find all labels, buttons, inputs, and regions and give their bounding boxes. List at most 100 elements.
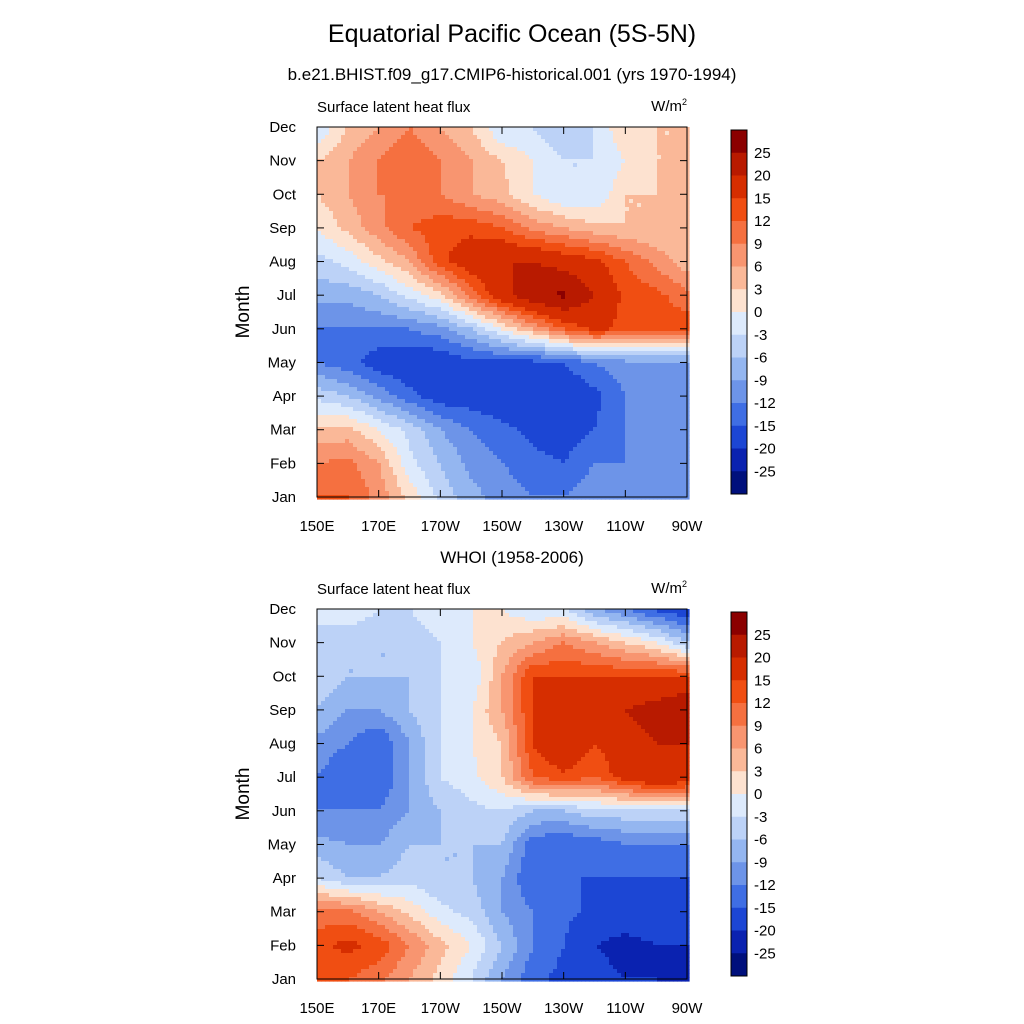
- heatmap-cell: [481, 151, 486, 156]
- heatmap-cell: [461, 263, 466, 268]
- heatmap-cell: [425, 251, 430, 256]
- heatmap-cell: [653, 143, 658, 148]
- heatmap-cell: [453, 191, 458, 196]
- heatmap-cell: [425, 335, 430, 340]
- heatmap-cell: [413, 299, 418, 304]
- heatmap-cell: [657, 251, 662, 256]
- heatmap-cell: [529, 131, 534, 136]
- heatmap-cell: [681, 239, 686, 244]
- heatmap-cell: [597, 191, 602, 196]
- heatmap-cell: [513, 263, 518, 268]
- heatmap-cell: [341, 131, 346, 136]
- heatmap-cell: [441, 339, 446, 344]
- heatmap-cell: [593, 199, 598, 204]
- heatmap-cell: [381, 215, 386, 220]
- heatmap-cell: [349, 307, 354, 312]
- heatmap-cell: [401, 271, 406, 276]
- heatmap-cell: [581, 131, 586, 136]
- heatmap-cell: [597, 179, 602, 184]
- heatmap-cell: [425, 231, 430, 236]
- heatmap-cell: [629, 287, 634, 292]
- heatmap-cell: [545, 143, 550, 148]
- heatmap-cell: [577, 299, 582, 304]
- heatmap-cell: [457, 271, 462, 276]
- heatmap-cell: [621, 183, 626, 188]
- heatmap-cell: [613, 227, 618, 232]
- heatmap-cell: [633, 135, 638, 140]
- heatmap-cell: [405, 287, 410, 292]
- heatmap-cell: [581, 127, 586, 132]
- heatmap-cell: [405, 155, 410, 160]
- heatmap-cell: [617, 275, 622, 280]
- heatmap-cell: [633, 219, 638, 224]
- heatmap-cell: [645, 315, 650, 320]
- heatmap-cell: [337, 259, 342, 264]
- heatmap-cell: [601, 243, 606, 248]
- heatmap-cell: [625, 303, 630, 308]
- heatmap-cell: [425, 215, 430, 220]
- heatmap-cell: [437, 147, 442, 152]
- heatmap-cell: [373, 131, 378, 136]
- heatmap-cell: [429, 127, 434, 132]
- heatmap-cell: [489, 327, 494, 332]
- heatmap-cell: [537, 219, 542, 224]
- heatmap-cell: [549, 251, 554, 256]
- heatmap-cell: [537, 255, 542, 260]
- heatmap-cell: [597, 307, 602, 312]
- heatmap-cell: [557, 231, 562, 236]
- heatmap-cell: [513, 131, 518, 136]
- heatmap-cell: [525, 199, 530, 204]
- heatmap-cell: [649, 231, 654, 236]
- heatmap-cell: [413, 243, 418, 248]
- heatmap-cell: [381, 247, 386, 252]
- heatmap-cell: [357, 139, 362, 144]
- heatmap-cell: [425, 255, 430, 260]
- heatmap-cell: [561, 247, 566, 252]
- heatmap-cell: [605, 271, 610, 276]
- heatmap-cell: [681, 159, 686, 164]
- heatmap-cell: [681, 275, 686, 280]
- heatmap-cell: [669, 267, 674, 272]
- heatmap-cell: [429, 239, 434, 244]
- heatmap-cell: [409, 307, 414, 312]
- heatmap-cell: [553, 187, 558, 192]
- heatmap-cell: [557, 247, 562, 252]
- heatmap-cell: [505, 127, 510, 132]
- heatmap-cell: [625, 331, 630, 336]
- heatmap-cell: [609, 155, 614, 160]
- heatmap-cell: [469, 247, 474, 252]
- heatmap-cell: [381, 239, 386, 244]
- heatmap-cell: [365, 255, 370, 260]
- heatmap-cell: [345, 183, 350, 188]
- heatmap-cell: [361, 207, 366, 212]
- heatmap-cell: [345, 131, 350, 136]
- heatmap-cell: [669, 239, 674, 244]
- heatmap-cell: [673, 203, 678, 208]
- heatmap-cell: [321, 163, 326, 168]
- heatmap-cell: [477, 127, 482, 132]
- heatmap-cell: [469, 311, 474, 316]
- heatmap-cell: [389, 311, 394, 316]
- heatmap-cell: [449, 291, 454, 296]
- heatmap-cell: [329, 151, 334, 156]
- heatmap-cell: [461, 131, 466, 136]
- heatmap-cell: [393, 303, 398, 308]
- heatmap-cell: [365, 163, 370, 168]
- heatmap-cell: [385, 183, 390, 188]
- heatmap-cell: [349, 191, 354, 196]
- heatmap-cell: [409, 315, 414, 320]
- heatmap-cell: [625, 275, 630, 280]
- heatmap-cell: [385, 287, 390, 292]
- heatmap-cell: [505, 139, 510, 144]
- heatmap-cell: [665, 235, 670, 240]
- heatmap-cell: [457, 147, 462, 152]
- heatmap-cell: [645, 171, 650, 176]
- heatmap-cell: [529, 179, 534, 184]
- heatmap-cell: [617, 335, 622, 340]
- heatmap-cell: [349, 187, 354, 192]
- heatmap-cell: [377, 327, 382, 332]
- heatmap-cell: [637, 159, 642, 164]
- heatmap-cell: [413, 239, 418, 244]
- heatmap-cell: [597, 323, 602, 328]
- heatmap-cell: [513, 231, 518, 236]
